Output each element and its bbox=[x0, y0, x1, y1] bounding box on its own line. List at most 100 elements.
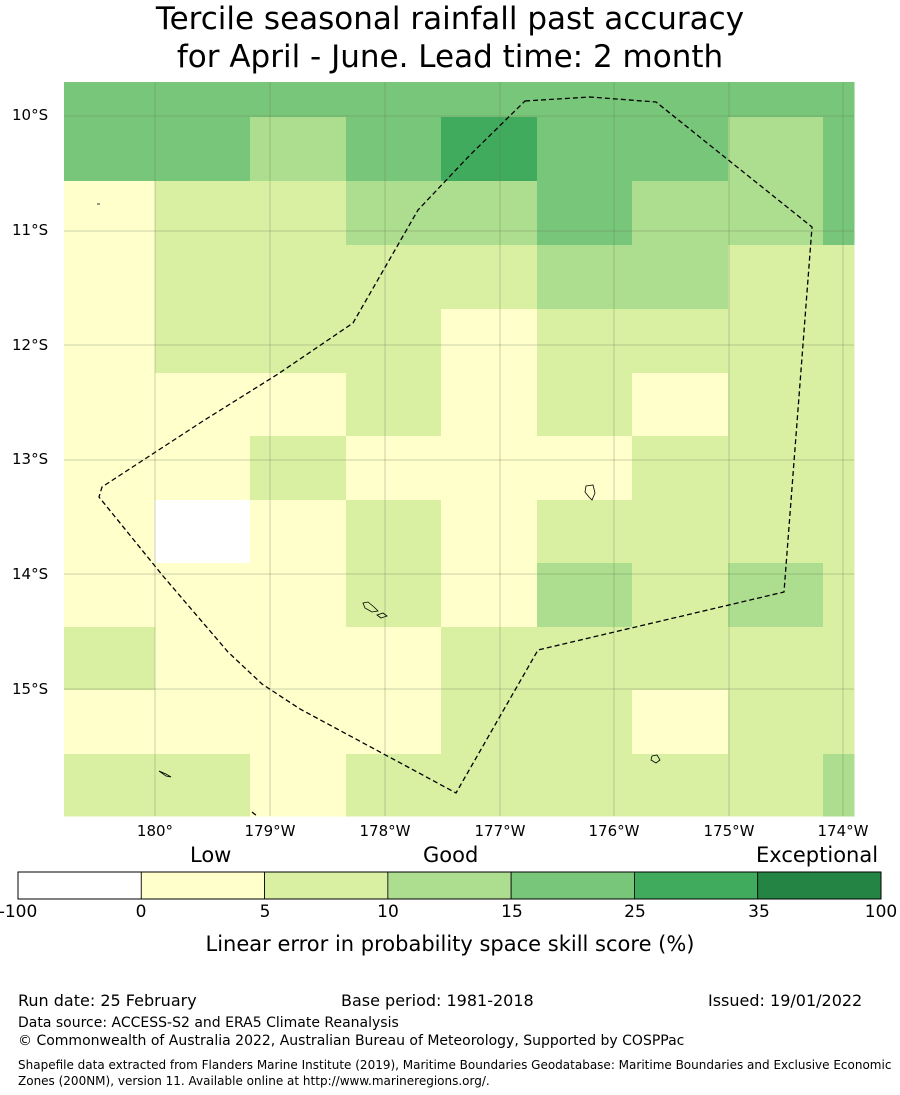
colorbar-outline bbox=[17, 871, 882, 900]
category-low: Low bbox=[190, 843, 232, 867]
grid-cell bbox=[537, 754, 633, 817]
island-outline bbox=[362, 601, 379, 613]
grid-cell bbox=[441, 436, 538, 501]
grid-cell bbox=[537, 436, 633, 501]
lat-label: 15°S bbox=[12, 680, 49, 698]
grid-cell bbox=[728, 754, 824, 817]
grid-cell bbox=[728, 690, 824, 755]
lat-label: 14°S bbox=[12, 565, 49, 583]
eez-boundary bbox=[98, 96, 813, 794]
grid-cell bbox=[823, 373, 855, 437]
grid-cell bbox=[632, 500, 729, 564]
grid-cell bbox=[823, 181, 855, 246]
grid-cell bbox=[250, 245, 347, 310]
grid-cell bbox=[346, 690, 442, 755]
colorbar-swatch bbox=[17, 871, 142, 900]
grid-cell bbox=[632, 436, 729, 501]
grid-cell bbox=[64, 627, 156, 691]
grid-cell bbox=[823, 690, 855, 755]
colorbar-swatch bbox=[757, 871, 882, 900]
grid-cell bbox=[441, 181, 538, 246]
grid-cell bbox=[632, 690, 729, 755]
grid-cell bbox=[155, 117, 251, 182]
grid-cell bbox=[64, 754, 156, 817]
grid-cell bbox=[632, 627, 729, 691]
category-exceptional: Exceptional bbox=[756, 843, 879, 867]
graticule bbox=[64, 82, 854, 816]
grid-cell bbox=[728, 309, 824, 374]
grid-cell bbox=[346, 117, 442, 182]
grid-cell bbox=[537, 627, 633, 691]
lon-label: 179°W bbox=[244, 822, 296, 840]
grid-cell bbox=[155, 309, 251, 374]
grid-cell bbox=[728, 436, 824, 501]
grid-cell bbox=[632, 82, 729, 118]
grid-cell bbox=[728, 627, 824, 691]
grid-cell bbox=[823, 563, 855, 628]
grid-cell bbox=[823, 82, 855, 118]
grid-cell bbox=[250, 500, 347, 564]
grid-cell bbox=[346, 373, 442, 437]
grid-cell bbox=[823, 500, 855, 564]
lat-label: 12°S bbox=[12, 336, 49, 354]
grid-cell bbox=[823, 245, 855, 310]
grid-cell bbox=[441, 690, 538, 755]
title-line-2: for April - June. Lead time: 2 month bbox=[176, 39, 724, 75]
grid-cell bbox=[64, 82, 156, 118]
lon-label: 180° bbox=[136, 822, 174, 840]
grid-cell bbox=[155, 245, 251, 310]
grid-cell bbox=[250, 82, 347, 118]
colorbar-swatch bbox=[140, 871, 265, 900]
grid-cell bbox=[823, 436, 855, 501]
grid-cell bbox=[728, 563, 824, 628]
grid-cell bbox=[155, 500, 251, 564]
grid-cell bbox=[346, 563, 442, 628]
grid-cell bbox=[346, 754, 442, 817]
grid-cell bbox=[728, 373, 824, 437]
colorbar-tick: 5 bbox=[259, 902, 271, 922]
grid-cell bbox=[155, 627, 251, 691]
lon-label: 174°W bbox=[817, 822, 869, 840]
grid-cell bbox=[250, 436, 347, 501]
grid-cell bbox=[632, 373, 729, 437]
grid-cell bbox=[441, 309, 538, 374]
colorbar-tick: 10 bbox=[377, 902, 399, 922]
eez-boundary-fragment bbox=[251, 811, 258, 817]
grid-cell bbox=[64, 181, 156, 246]
grid-cell bbox=[250, 754, 347, 817]
issued-date: Issued: 19/01/2022 bbox=[708, 991, 863, 1010]
grid-cell bbox=[632, 117, 729, 182]
grid-cell bbox=[250, 690, 347, 755]
grid-cell bbox=[728, 245, 824, 310]
grid-cell bbox=[155, 373, 251, 437]
grid-cell bbox=[155, 690, 251, 755]
grid-cell bbox=[632, 245, 729, 310]
grid-cell bbox=[64, 373, 156, 437]
grid-cell bbox=[346, 436, 442, 501]
grid-cell bbox=[632, 563, 729, 628]
base-period: Base period: 1981-2018 bbox=[341, 991, 534, 1010]
grid-cell bbox=[441, 82, 538, 118]
colorbar-tick: 35 bbox=[748, 902, 770, 922]
grid-cell bbox=[155, 82, 251, 118]
grid-cell bbox=[250, 373, 347, 437]
grid-cell bbox=[64, 117, 156, 182]
grid-cell bbox=[537, 373, 633, 437]
grid-cell bbox=[728, 117, 824, 182]
grid-cell bbox=[632, 181, 729, 246]
grid-cell bbox=[250, 309, 347, 374]
island-outline bbox=[584, 484, 596, 501]
grid-cell bbox=[441, 563, 538, 628]
colorbar-tick: 100 bbox=[864, 902, 898, 922]
colorbar-swatch bbox=[264, 871, 389, 900]
grid-cell bbox=[155, 181, 251, 246]
grid-cell bbox=[441, 500, 538, 564]
grid-cell bbox=[250, 117, 347, 182]
grid-cell bbox=[537, 117, 633, 182]
grid-cell bbox=[346, 500, 442, 564]
colorbar-tick: 25 bbox=[624, 902, 646, 922]
grid-cell bbox=[537, 181, 633, 246]
grid-cell bbox=[441, 373, 538, 437]
grid-cell bbox=[728, 82, 824, 118]
grid-cell bbox=[155, 436, 251, 501]
